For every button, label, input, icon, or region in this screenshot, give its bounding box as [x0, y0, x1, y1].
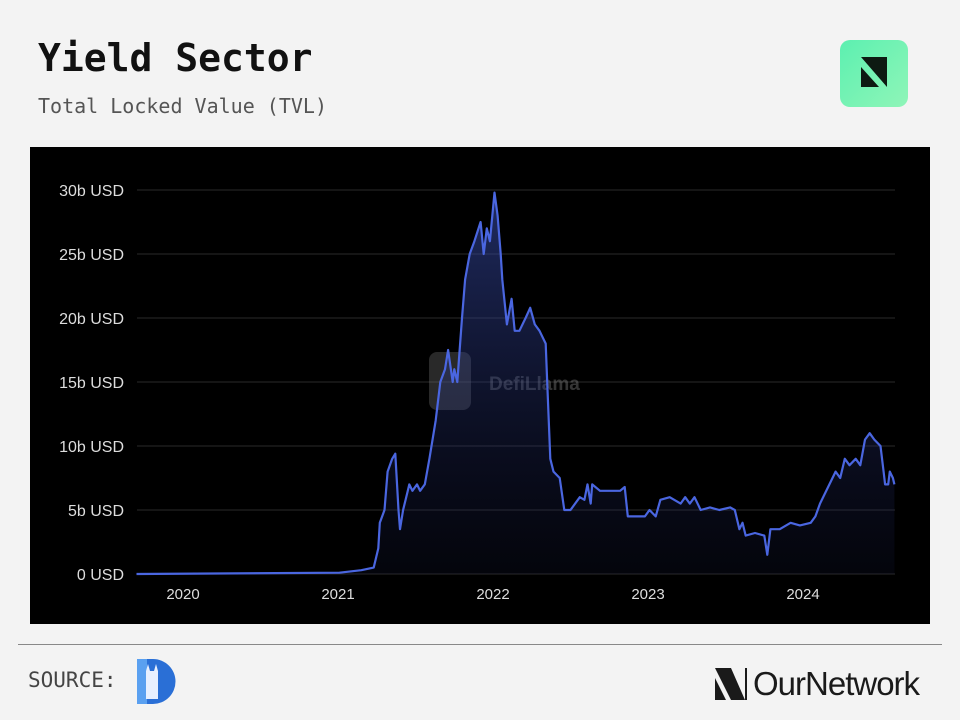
ournetwork-brand: OurNetwork — [715, 665, 920, 703]
y-tick-label: 0 USD — [77, 567, 124, 584]
footer-divider — [18, 644, 942, 645]
x-tick-label: 2021 — [321, 586, 354, 603]
page-title: Yield Sector — [38, 36, 313, 80]
tvl-area-fill — [136, 192, 895, 574]
x-tick-label: 2020 — [166, 586, 199, 603]
y-tick-label: 15b USD — [59, 375, 124, 392]
source-label: SOURCE: — [28, 668, 117, 692]
brand-name: OurNetwork — [753, 665, 920, 702]
y-tick-label: 5b USD — [68, 503, 124, 520]
y-tick-label: 25b USD — [59, 247, 124, 264]
y-tick-label: 20b USD — [59, 311, 124, 328]
y-tick-label: 30b USD — [59, 183, 124, 200]
ournetwork-logo-icon — [840, 40, 908, 107]
x-tick-label: 2023 — [631, 586, 664, 603]
x-tick-label: 2024 — [786, 586, 819, 603]
y-tick-label: 10b USD — [59, 439, 124, 456]
defillama-logo-icon — [133, 657, 177, 706]
ournetwork-mark-icon — [715, 668, 747, 700]
tvl-series-line — [136, 191, 896, 576]
x-tick-label: 2022 — [476, 586, 509, 603]
page-subtitle: Total Locked Value (TVL) — [38, 94, 327, 118]
